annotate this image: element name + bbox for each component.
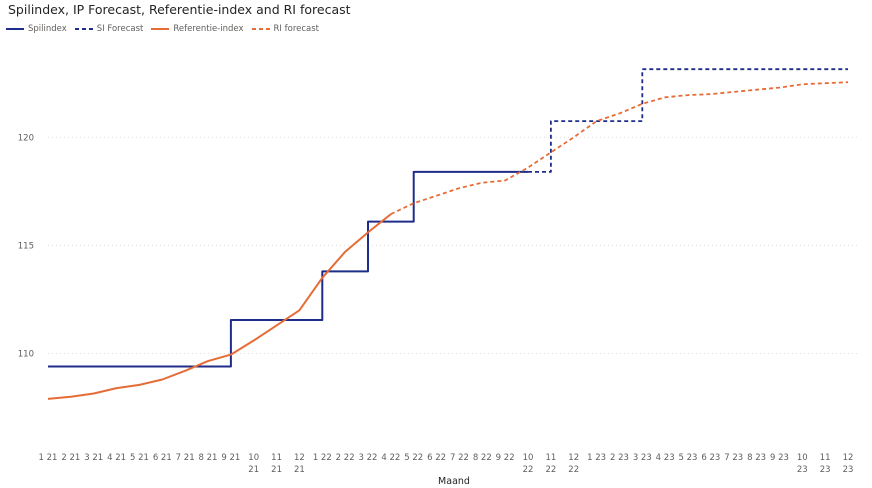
legend-label: Spilindex [28, 24, 67, 34]
x-tick-label: 11 22 [545, 453, 556, 475]
x-tick-label: 1 21 [39, 453, 58, 463]
x-tick-label: 6 23 [701, 453, 720, 463]
x-tick-label: 11 23 [820, 453, 831, 475]
x-tick-label: 2 22 [336, 453, 355, 463]
x-tick-label: 10 22 [523, 453, 534, 475]
x-tick-label: 12 22 [568, 453, 579, 475]
legend-swatch [251, 28, 270, 30]
x-tick-label: 12 23 [843, 453, 854, 475]
x-tick-label: 5 21 [130, 453, 149, 463]
x-tick-label: 10 23 [797, 453, 808, 475]
x-tick-label: 4 23 [656, 453, 675, 463]
x-tick-label: 7 22 [450, 453, 469, 463]
legend-label: RI forecast [273, 24, 320, 34]
series-line-ri-forecast [390, 81, 849, 215]
x-tick-label: 9 23 [770, 453, 789, 463]
legend-item-referentie-index: Referentie-index [151, 24, 244, 34]
y-tick-label: 110 [18, 350, 34, 360]
x-tick-label: 12 21 [294, 453, 305, 475]
legend-label: Referentie-index [173, 24, 244, 34]
x-tick-label: 6 21 [153, 453, 172, 463]
x-tick-label: 3 21 [84, 453, 103, 463]
x-tick-label: 8 23 [747, 453, 766, 463]
x-axis-title: Maand [438, 476, 470, 487]
chart-legend: Spilindex SI Forecast Referentie-index RI f… [6, 24, 327, 34]
x-tick-label: 8 22 [473, 453, 492, 463]
x-tick-label: 7 21 [176, 453, 195, 463]
legend-swatch [6, 28, 24, 30]
x-tick-label: 4 21 [107, 453, 126, 463]
x-tick-label: 8 21 [199, 453, 218, 463]
legend-item-spilindex: Spilindex [6, 24, 67, 34]
x-tick-label: 1 23 [587, 453, 606, 463]
y-tick-label: 120 [18, 133, 34, 143]
x-tick-label: 2 21 [61, 453, 80, 463]
x-tick-label: 7 23 [724, 453, 743, 463]
x-tick-label: 5 23 [679, 453, 698, 463]
series-line-si-forecast [528, 68, 848, 173]
x-tick-label: 2 23 [610, 453, 629, 463]
legend-swatch [74, 28, 93, 30]
x-tick-label: 11 21 [271, 453, 282, 475]
x-tick-label: 3 22 [359, 453, 378, 463]
legend-item-ri-forecast: RI forecast [251, 24, 320, 34]
x-tick-label: 3 23 [633, 453, 652, 463]
x-tick-label: 6 22 [427, 453, 446, 463]
x-tick-label: 9 22 [496, 453, 515, 463]
legend-item-si-forecast: SI Forecast [74, 24, 144, 34]
x-tick-label: 1 22 [313, 453, 332, 463]
legend-label: SI Forecast [96, 24, 144, 34]
x-tick-label: 5 22 [404, 453, 423, 463]
y-tick-label: 115 [18, 241, 34, 251]
x-tick-label: 10 21 [248, 453, 259, 475]
series-line-referentie-index [47, 213, 392, 400]
series-line-spilindex [48, 170, 528, 368]
chart-title: Spilindex, IP Forecast, Referentie-index… [8, 2, 351, 17]
x-tick-label: 9 21 [221, 453, 240, 463]
legend-swatch [151, 28, 170, 30]
x-tick-label: 4 22 [381, 453, 400, 463]
